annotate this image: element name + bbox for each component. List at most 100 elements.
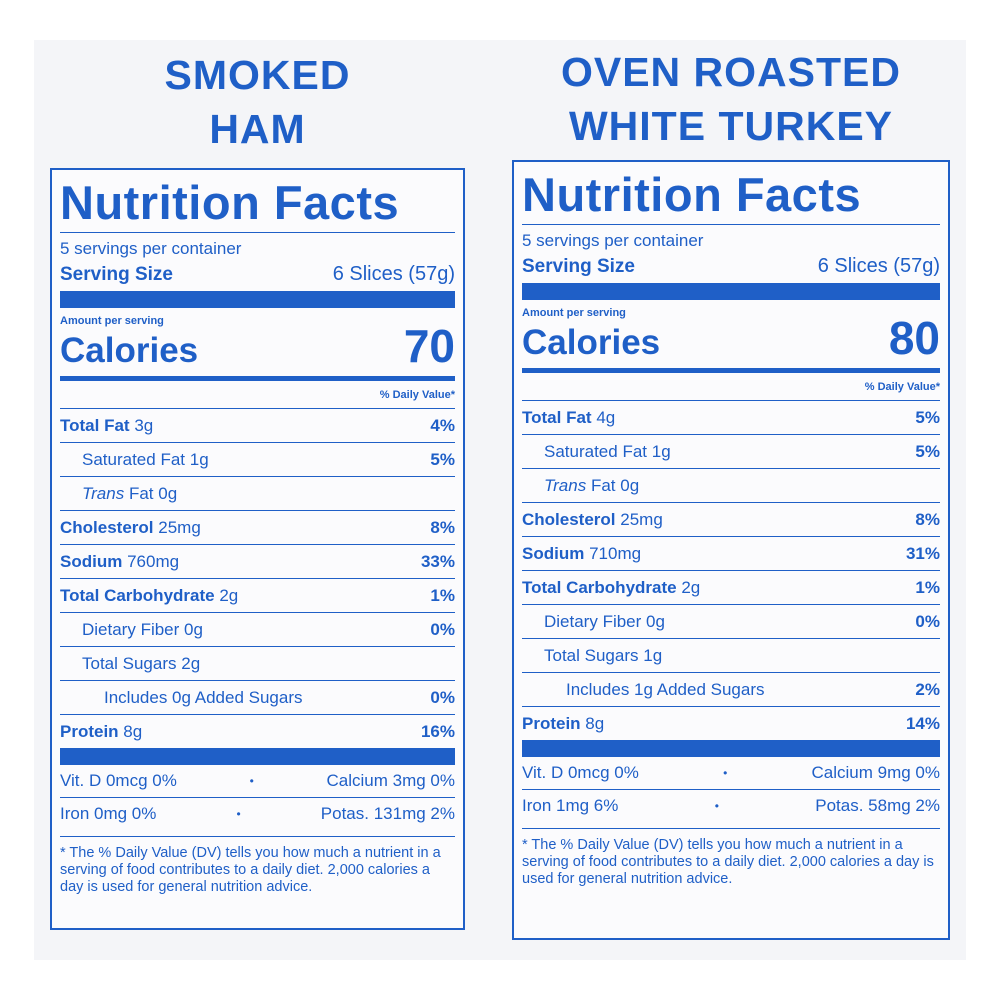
product-title: OVEN ROASTED WHITE TURKEY (512, 0, 950, 157)
thick-bar (522, 283, 940, 300)
nutrient-row: Total Sugars 2g (60, 646, 455, 680)
nutrient-name: Sodium (60, 552, 123, 571)
nutrient-row: Saturated Fat 1g 5% (522, 434, 940, 468)
daily-value: 0% (430, 688, 455, 707)
nutrient: Sodium 760mg (60, 545, 179, 578)
nutrient: Protein 8g (522, 707, 604, 740)
nutrient-amount: 1g (643, 646, 663, 665)
nutrient-amount: 8g (123, 722, 143, 741)
daily-value-header: % Daily Value* (864, 381, 940, 393)
nutrient-row: Protein 8g 14% (522, 706, 940, 740)
vitamin-row: Iron 0mg 0% • Potas. 131mg 2% (60, 797, 455, 830)
nutrient-amount: 2g (681, 578, 701, 597)
separator: • (249, 774, 254, 788)
nutrient-row: Protein 8g 16% (60, 714, 455, 748)
serving-size-label: Serving Size (522, 256, 635, 277)
title-line: WHITE TURKEY (568, 103, 894, 149)
nutrient-name: Cholesterol (60, 518, 154, 537)
nutrient-amount: 1g (651, 442, 671, 461)
nutrient-name: Saturated Fat (82, 450, 186, 469)
calories-value: 70 (403, 320, 455, 372)
nutrient: Total Carbohydrate 2g (522, 571, 700, 604)
nutrient-amount: 2g (219, 586, 239, 605)
daily-value: 4% (430, 416, 455, 435)
separator: • (714, 799, 719, 813)
nutrient-row: Cholesterol 25mg 8% (522, 502, 940, 536)
calories-label: Calories (522, 323, 661, 362)
nutrient-row: Trans Fat 0g (60, 476, 455, 510)
nutrient-amount: 0g (184, 620, 203, 639)
nutrient: Cholesterol 25mg (522, 503, 663, 536)
nutrient-name: Total Fat (522, 408, 592, 427)
mineral: Calcium 9mg 0% (811, 763, 940, 782)
nutrient-name: Saturated Fat (544, 442, 648, 461)
nutrient-name: Includes 1g Added Sugars (566, 680, 765, 699)
nutrient-row: Sodium 760mg 33% (60, 544, 455, 578)
nutrient: Protein 8g (60, 715, 142, 748)
nutrient-name: Total Carbohydrate (60, 586, 215, 605)
daily-value: 8% (915, 510, 940, 529)
nutrient-row: Trans Fat 0g (522, 468, 940, 502)
nutrient-name: Dietary Fiber (544, 612, 642, 631)
amount-per-serving: Amount per serving (522, 307, 626, 319)
mineral: Potas. 131mg 2% (320, 804, 455, 823)
daily-value: 0% (430, 620, 455, 639)
title-line: OVEN ROASTED (560, 49, 902, 95)
heading: Nutrition Facts (60, 174, 455, 233)
nutrient-name: Protein (522, 714, 581, 733)
nutrient: Total Fat 3g (60, 409, 153, 442)
daily-value: 33% (420, 552, 455, 571)
nutrient-amount: 25mg (620, 510, 663, 529)
nutrient-row: Total Carbohydrate 2g 1% (522, 570, 940, 604)
serving-size-value: 6 Slices (57g) (817, 255, 940, 277)
daily-value: 0% (915, 612, 940, 631)
serving-size: Serving Size 6 Slices (57g) (60, 263, 455, 286)
nutrient: Dietary Fiber 0g (522, 605, 665, 638)
vitamin-row: Vit. D 0mcg 0% • Calcium 9mg 0% (522, 757, 940, 789)
daily-value: 5% (915, 408, 940, 427)
nutrient-amount: 25mg (158, 518, 201, 537)
footnote: * The % Daily Value (DV) tells you how m… (60, 836, 455, 896)
nutrient: Total Carbohydrate 2g (60, 579, 238, 612)
nutrient-name: Sodium (522, 544, 585, 563)
vitamin-row: Vit. D 0mcg 0% • Calcium 3mg 0% (60, 765, 455, 797)
nutrient-row: Dietary Fiber 0g 0% (60, 612, 455, 646)
nutrient: Dietary Fiber 0g (60, 613, 203, 646)
nutrient-amount: 8g (585, 714, 605, 733)
nutrient: Trans Fat 0g (522, 469, 639, 502)
nutrient-name: Total Sugars (544, 646, 639, 665)
nutrient: Total Sugars 2g (60, 647, 200, 680)
nutrient-amount: 0g (158, 484, 178, 503)
serving-size-value: 6 Slices (57g) (332, 263, 455, 285)
daily-value: 5% (430, 450, 455, 469)
thick-bar (60, 291, 455, 308)
nutrient-name: Fat (128, 484, 154, 503)
daily-value-header: % Daily Value* (379, 389, 455, 401)
daily-value: 8% (430, 518, 455, 537)
nutrient-name: Dietary Fiber (82, 620, 180, 639)
thick-bar (522, 740, 940, 757)
nutrient-name: Total Fat (60, 416, 130, 435)
calories-row: Calories 70 (60, 320, 455, 372)
daily-value: 16% (420, 722, 455, 741)
servings: 5 servings per container (60, 239, 242, 258)
nutrient-name: Total Carbohydrate (522, 578, 677, 597)
nutrient-row: Saturated Fat 1g 5% (60, 442, 455, 476)
medium-bar (522, 368, 940, 373)
label-column: OVEN ROASTED WHITE TURKEY Nutrition Facts 5… (512, 0, 950, 940)
daily-value: 2% (915, 680, 940, 699)
amount-per-serving: Amount per serving (60, 315, 164, 327)
heading: Nutrition Facts (522, 166, 940, 225)
nutrient-amount: 3g (134, 416, 154, 435)
nutrient-row: Total Fat 4g 5% (522, 400, 940, 434)
nutrient-name: Includes 0g Added Sugars (104, 688, 303, 707)
nutrient-name: Total Sugars (82, 654, 177, 673)
nutrient-amount: 2g (181, 654, 201, 673)
nutrient-row: Dietary Fiber 0g 0% (522, 604, 940, 638)
serving-size-label: Serving Size (60, 264, 173, 285)
vitamin: Iron 0mg 0% (60, 804, 157, 823)
label-column: SMOKED HAM Nutrition Facts 5 servings per c… (50, 0, 465, 930)
vitamin-row: Iron 1mg 6% • Potas. 58mg 2% (522, 789, 940, 822)
nutrient-amount: 0g (646, 612, 665, 631)
